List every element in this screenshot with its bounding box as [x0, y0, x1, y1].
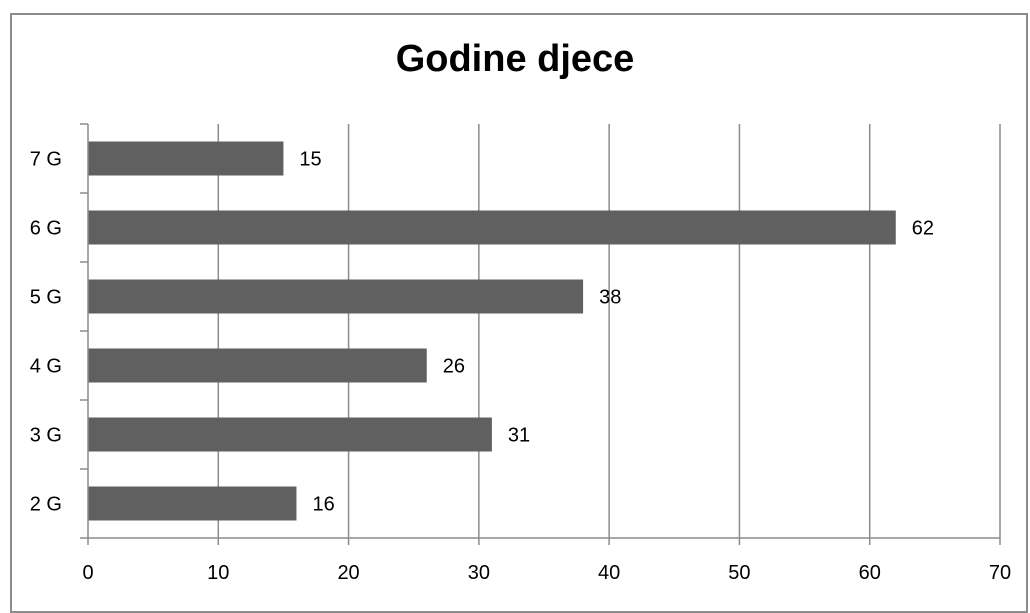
category-label: 6 G: [30, 218, 62, 240]
x-tick-label: 20: [337, 562, 359, 584]
axes: [80, 123, 1001, 545]
labels: 0 10 20 30 40 50 60 70 2 G 16 3 G 31 4 G 26 5 G 38 6 G 62…: [30, 149, 1011, 585]
category-label: 5 G: [30, 287, 62, 309]
chart-title: Godine djece: [395, 38, 635, 80]
x-tick-label: 30: [468, 562, 490, 584]
bar-chart: 0 10 20 30 40 50 60 70 2 G 16 3 G 31 4 G 26 5 G 38 6 G 62…: [30, 123, 1011, 585]
data-label: 38: [599, 287, 621, 309]
x-tick-label: 70: [989, 562, 1011, 584]
x-tick-label: 0: [82, 562, 93, 584]
gridlines: [217, 124, 1001, 538]
category-label: 2 G: [30, 494, 62, 516]
category-label: 7 G: [30, 149, 62, 171]
bar: [88, 141, 284, 176]
category-label: 3 G: [30, 425, 62, 447]
category-label: 4 G: [30, 356, 62, 378]
bar: [88, 486, 297, 521]
data-label: 16: [312, 494, 334, 516]
bar: [88, 210, 896, 245]
data-label: 26: [443, 356, 465, 378]
data-label: 62: [912, 218, 934, 240]
bars: [88, 141, 896, 521]
x-tick-label: 10: [207, 562, 229, 584]
x-tick-label: 60: [859, 562, 881, 584]
bar: [88, 279, 584, 314]
data-label: 15: [299, 149, 321, 171]
bar: [88, 417, 492, 452]
data-label: 31: [508, 425, 530, 447]
x-tick-label: 40: [598, 562, 620, 584]
bar: [88, 348, 427, 383]
x-tick-label: 50: [728, 562, 750, 584]
